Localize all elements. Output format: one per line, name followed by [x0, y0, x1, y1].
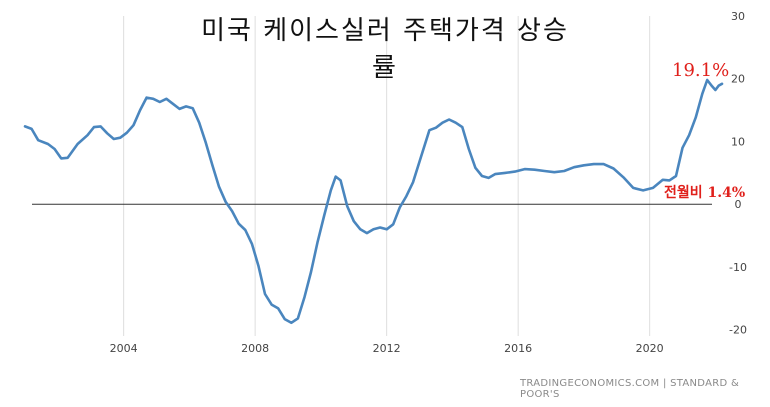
y-tick-label: -10 [729, 261, 747, 274]
x-tick-label: 2016 [504, 342, 532, 355]
y-axis: 30 20 10 0 -10 -20 [729, 10, 747, 337]
y-tick-label: 0 [735, 198, 742, 211]
y-tick-label: -20 [729, 324, 747, 337]
y-tick-label: 30 [731, 10, 745, 23]
latest-value-annotation: 19.1% [672, 60, 730, 81]
grid-lines [123, 16, 651, 336]
series-line [23, 78, 724, 325]
x-tick-label: 2012 [373, 342, 401, 355]
chart-title: 미국 케이스실러 주택가격 상승률 [201, 16, 569, 83]
series-group [23, 78, 724, 325]
x-tick-label: 2004 [110, 342, 138, 355]
x-tick-label: 2008 [241, 342, 269, 355]
x-tick-label: 2020 [636, 342, 664, 355]
source-credit: TRADINGECONOMICS.COM | STANDARD & POOR'S [520, 378, 740, 400]
y-tick-label: 20 [731, 73, 745, 86]
y-tick-label: 10 [731, 135, 745, 148]
month-over-month-annotation: 전월비 1.4% [664, 185, 746, 201]
x-axis: 2004 2008 2012 2016 2020 [110, 342, 664, 355]
